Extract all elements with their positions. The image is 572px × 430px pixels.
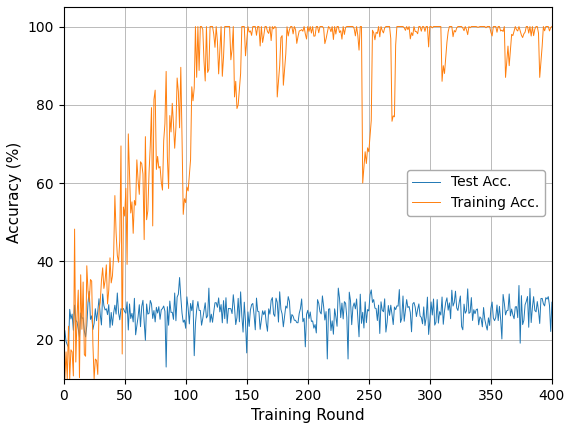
Training Acc. [549, 24, 555, 29]
Training Acc. [239, 24, 245, 29]
Training Acc. [192, 24, 199, 29]
Training Acc. [61, 376, 68, 381]
Line: Test Acc.: Test Acc. [63, 277, 552, 367]
Test Acc. [330, 332, 337, 337]
Test Acc. [420, 304, 427, 310]
Training Acc. [374, 31, 381, 36]
Training Acc. [420, 24, 427, 29]
Training Acc. [60, 346, 67, 351]
Test Acc. [239, 313, 245, 319]
Test Acc. [549, 300, 555, 305]
Test Acc. [60, 328, 67, 333]
X-axis label: Training Round: Training Round [251, 408, 364, 423]
Training Acc. [125, 131, 132, 136]
Test Acc. [162, 365, 169, 370]
Test Acc. [308, 319, 315, 324]
Test Acc. [176, 275, 183, 280]
Line: Training Acc.: Training Acc. [63, 27, 552, 379]
Training Acc. [308, 31, 315, 36]
Y-axis label: Accuracy (%): Accuracy (%) [7, 142, 22, 243]
Test Acc. [374, 318, 381, 323]
Test Acc. [124, 299, 130, 304]
Training Acc. [330, 37, 337, 42]
Legend: Test Acc., Training Acc.: Test Acc., Training Acc. [407, 170, 545, 216]
